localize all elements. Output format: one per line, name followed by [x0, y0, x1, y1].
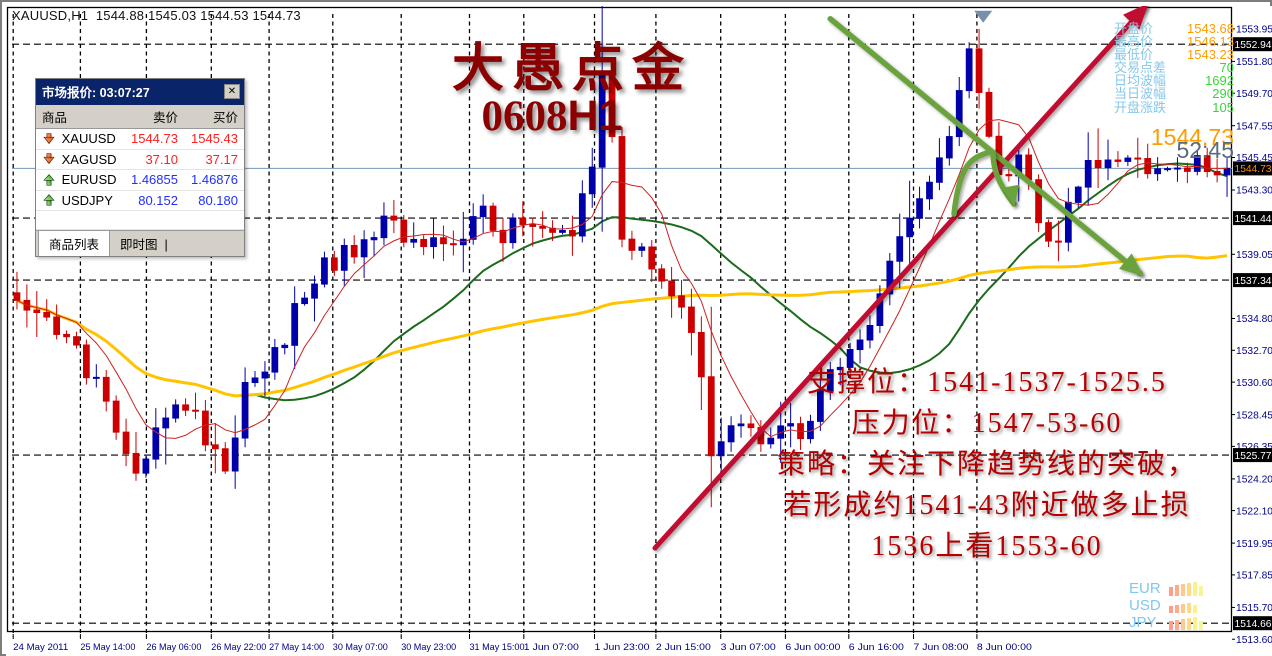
svg-text:1541.44: 1541.44 [1235, 214, 1272, 225]
svg-text:26 May 06:00: 26 May 06:00 [146, 641, 201, 652]
svg-text:6 Jun 16:00: 6 Jun 16:00 [849, 641, 904, 652]
svg-text:26 May 22:00: 26 May 22:00 [211, 641, 266, 652]
svg-text:7 Jun 08:00: 7 Jun 08:00 [914, 641, 969, 652]
svg-text:1513.60: 1513.60 [1236, 635, 1272, 646]
svg-text:30 May 07:00: 30 May 07:00 [333, 641, 388, 652]
svg-text:30 May 23:00: 30 May 23:00 [401, 641, 456, 652]
svg-text:1551.80: 1551.80 [1236, 57, 1272, 68]
svg-text:1 Jun 23:00: 1 Jun 23:00 [595, 641, 650, 652]
svg-text:1553.95: 1553.95 [1236, 25, 1272, 36]
svg-text:1549.70: 1549.70 [1236, 89, 1272, 100]
svg-text:27 May 14:00: 27 May 14:00 [269, 641, 324, 652]
svg-text:1532.70: 1532.70 [1236, 346, 1272, 357]
svg-text:1537.34: 1537.34 [1235, 276, 1272, 287]
svg-text:31 May 15:00: 31 May 15:00 [470, 641, 525, 652]
svg-text:1547.55: 1547.55 [1236, 121, 1272, 132]
svg-text:1544.73: 1544.73 [1235, 164, 1272, 175]
svg-text:24 May 2011: 24 May 2011 [13, 641, 68, 652]
svg-text:1552.94: 1552.94 [1235, 40, 1272, 51]
svg-text:1539.05: 1539.05 [1236, 250, 1272, 261]
svg-text:1543.30: 1543.30 [1236, 186, 1272, 197]
svg-text:6 Jun 00:00: 6 Jun 00:00 [785, 641, 840, 652]
svg-text:1534.80: 1534.80 [1236, 314, 1272, 325]
svg-text:25 May 14:00: 25 May 14:00 [80, 641, 135, 652]
svg-text:8 Jun 00:00: 8 Jun 00:00 [977, 641, 1032, 652]
svg-text:1 Jun 07:00: 1 Jun 07:00 [524, 641, 579, 652]
svg-text:3 Jun 07:00: 3 Jun 07:00 [721, 641, 776, 652]
svg-text:2 Jun 15:00: 2 Jun 15:00 [656, 641, 711, 652]
